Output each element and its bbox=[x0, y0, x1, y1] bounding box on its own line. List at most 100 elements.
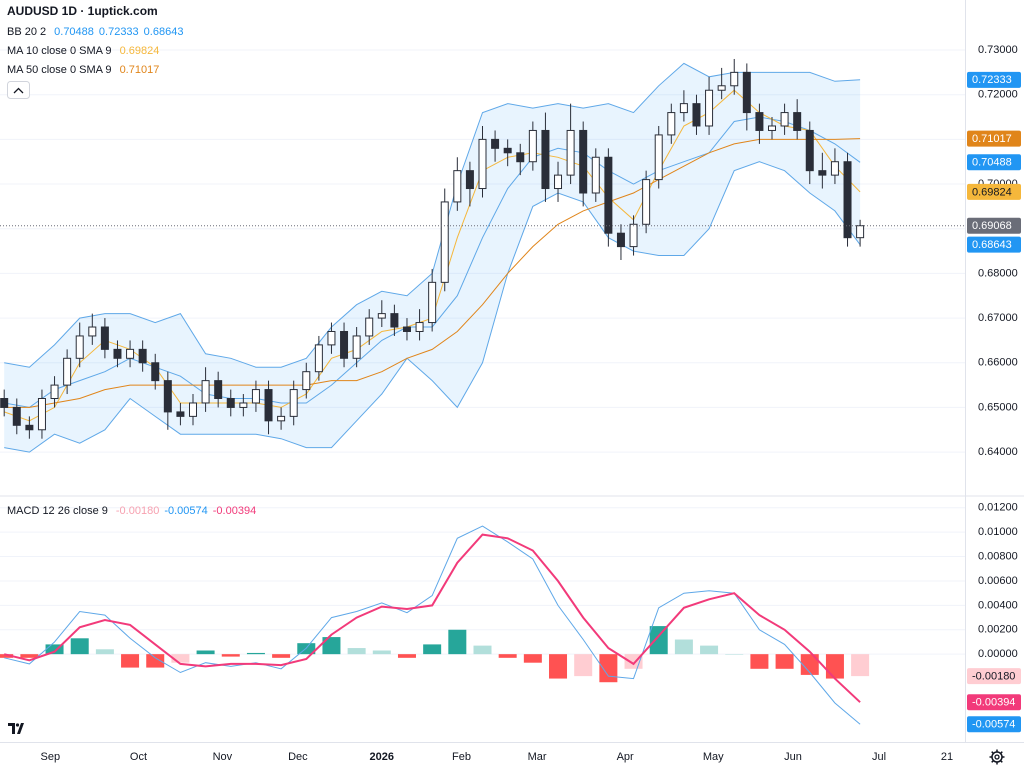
candle-body bbox=[541, 129, 550, 190]
candle-body bbox=[642, 179, 651, 225]
candle-body bbox=[579, 129, 588, 194]
legend-value: 0.70488 bbox=[54, 26, 94, 38]
candle-body bbox=[843, 161, 852, 239]
x-tick-label: Jun bbox=[784, 751, 802, 763]
candle-body bbox=[163, 380, 172, 413]
histogram-bar bbox=[599, 654, 618, 683]
candle-body bbox=[742, 71, 751, 114]
histogram-bar bbox=[473, 645, 492, 655]
candle-body bbox=[377, 313, 386, 319]
y-tick-label: 0.66000 bbox=[978, 357, 1018, 369]
plot bbox=[0, 58, 965, 725]
candle-body bbox=[818, 170, 827, 176]
histogram-bar bbox=[498, 654, 517, 658]
candle-body bbox=[780, 112, 789, 127]
candle-body bbox=[264, 389, 273, 422]
histogram-bar bbox=[423, 644, 442, 655]
price-badge-label: -0.00574 bbox=[972, 719, 1015, 731]
histogram-bar bbox=[196, 650, 215, 655]
histogram-bar bbox=[45, 644, 64, 655]
candle-body bbox=[176, 411, 185, 417]
price-badge bbox=[967, 217, 1021, 234]
histogram-bar bbox=[95, 649, 114, 655]
histogram-bar bbox=[549, 654, 568, 679]
legend-value: -0.00394 bbox=[213, 505, 256, 517]
candle-body bbox=[717, 85, 726, 91]
price-badge bbox=[967, 694, 1021, 711]
legend-value: -0.00574 bbox=[164, 505, 207, 517]
candle-body bbox=[201, 380, 210, 404]
candle-body bbox=[113, 348, 122, 359]
histogram-bar bbox=[397, 654, 416, 658]
candle-body bbox=[352, 335, 361, 359]
indicator-line bbox=[4, 138, 861, 408]
candle-body bbox=[679, 103, 688, 114]
histogram-bar bbox=[0, 654, 14, 658]
legend-value: -0.00180 bbox=[116, 505, 159, 517]
candle-body bbox=[415, 322, 424, 332]
legend-value: 0.72333 bbox=[99, 26, 139, 38]
y-tick-label: 0.01200 bbox=[978, 502, 1018, 514]
price-badge bbox=[967, 716, 1021, 733]
candle-body bbox=[830, 161, 839, 176]
candle-body bbox=[730, 71, 739, 87]
price-badge bbox=[967, 130, 1021, 147]
axes: Sep Oct Nov Dec 2026 Feb Mar Apr May Jun Jul 21 0.64… bbox=[41, 44, 1021, 763]
price-badge-label: 0.69824 bbox=[972, 186, 1012, 198]
histogram-bar bbox=[272, 654, 291, 658]
y-tick-label: 0.64000 bbox=[978, 446, 1018, 458]
candle-body bbox=[478, 138, 487, 190]
x-tick-label: Mar bbox=[528, 751, 547, 763]
settings-icon[interactable] bbox=[989, 749, 1005, 765]
histogram-bar bbox=[246, 652, 265, 655]
candle-body bbox=[314, 344, 323, 373]
y-tick-label: 0.68000 bbox=[978, 267, 1018, 279]
candle-body bbox=[327, 330, 336, 346]
candle-body bbox=[226, 398, 235, 408]
candle-body bbox=[768, 125, 776, 131]
histogram-bar bbox=[674, 639, 693, 655]
price-badge-label: 0.69068 bbox=[972, 220, 1012, 232]
candle-body bbox=[692, 103, 701, 127]
candle-body bbox=[25, 424, 34, 431]
collapse-button[interactable] bbox=[7, 81, 30, 99]
candle-body bbox=[465, 170, 474, 190]
candle-body bbox=[214, 380, 223, 400]
histogram-bar bbox=[574, 654, 593, 677]
candle-body bbox=[503, 147, 512, 154]
candle-body bbox=[491, 138, 500, 149]
signal-line bbox=[3, 533, 861, 703]
candle-body bbox=[528, 129, 537, 163]
histogram-bar bbox=[775, 654, 794, 669]
candle-body bbox=[755, 112, 764, 131]
logo[interactable] bbox=[8, 723, 24, 734]
candle-body bbox=[566, 129, 575, 176]
histogram-bar bbox=[825, 654, 844, 679]
x-tick-label: Apr bbox=[617, 751, 634, 763]
legend-value: 0.68643 bbox=[144, 26, 184, 38]
candle-body bbox=[12, 406, 21, 426]
candle-body bbox=[705, 89, 714, 127]
y-tick-label: 0.72000 bbox=[978, 89, 1018, 101]
candle-body bbox=[629, 223, 638, 248]
price-badge bbox=[967, 236, 1021, 253]
candle-body bbox=[805, 129, 814, 172]
candle-body bbox=[440, 201, 449, 283]
candle-body bbox=[402, 326, 411, 332]
histogram-bar bbox=[20, 654, 39, 658]
candle-body bbox=[50, 384, 59, 400]
price-badge bbox=[967, 183, 1021, 200]
histogram-bar bbox=[372, 650, 391, 655]
y-tick-label: 0.73000 bbox=[978, 44, 1018, 56]
candle-body bbox=[63, 357, 72, 386]
histogram-bar bbox=[700, 645, 719, 655]
chart-title: AUDUSD 1D · 1uptick.com bbox=[7, 4, 158, 18]
candle-body bbox=[604, 156, 613, 234]
y-tick-label: 0.00800 bbox=[978, 550, 1018, 562]
histogram-bar bbox=[70, 638, 89, 655]
candle-body bbox=[616, 232, 625, 248]
histogram-bar bbox=[322, 637, 341, 655]
y-tick-label: 0.00200 bbox=[978, 624, 1018, 636]
histogram-bar bbox=[725, 654, 744, 655]
legend-label: BB 20 2 bbox=[7, 26, 46, 38]
